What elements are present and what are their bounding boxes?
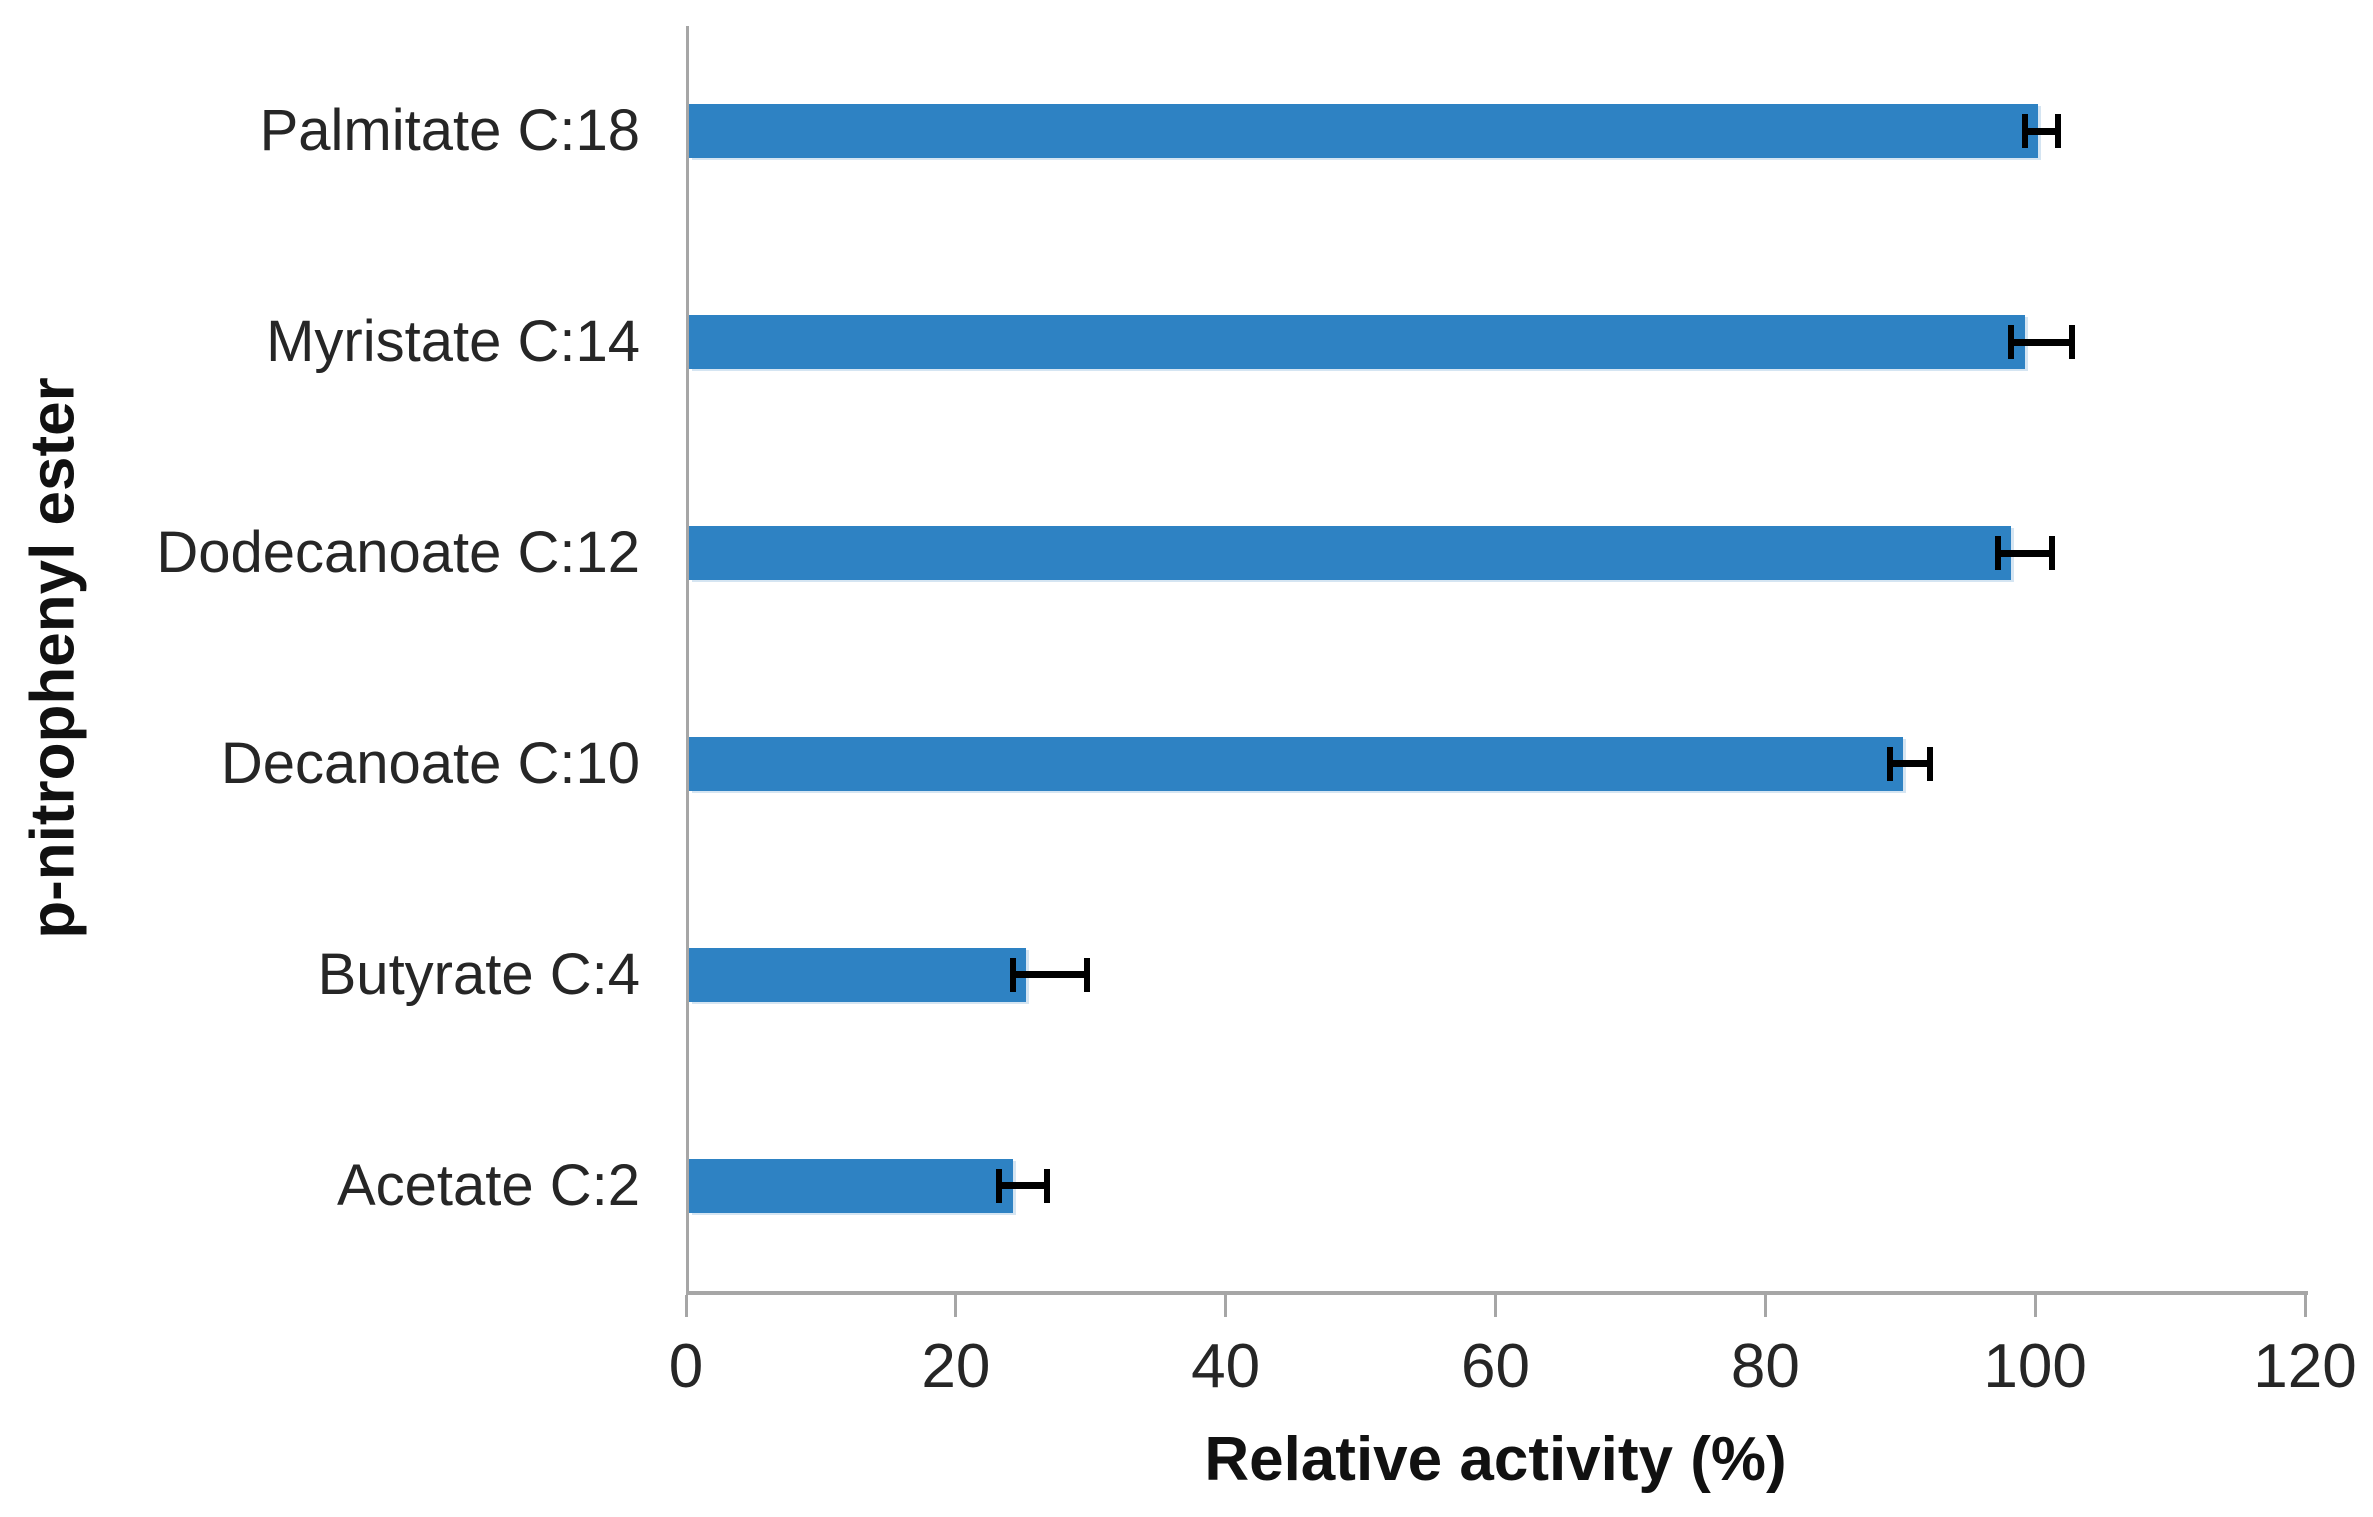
error-bar-cap <box>2055 114 2062 149</box>
error-bar-cap <box>1084 957 1090 992</box>
error-bar-cap <box>1886 746 1893 781</box>
category-label: Dodecanoate C:12 <box>156 520 640 586</box>
category-label: Butyrate C:4 <box>317 941 640 1007</box>
error-bar-cap <box>2008 325 2015 360</box>
x-tick-label: 40 <box>1191 1332 1261 1401</box>
error-bar-cap <box>2048 536 2055 571</box>
bar-decanoate-c-10 <box>689 736 1904 791</box>
bar-palmitate-c-18 <box>689 104 2039 159</box>
error-bar-cap <box>1994 536 2001 571</box>
plot-area <box>686 26 2308 1295</box>
category-label: Decanoate C:10 <box>220 730 640 796</box>
x-tick-label: 100 <box>1983 1332 2087 1401</box>
x-tick-mark <box>954 1295 958 1317</box>
x-tick-label: 80 <box>1730 1332 1800 1401</box>
error-bar <box>2024 127 2059 135</box>
bar-acetate-c-2 <box>689 1158 1013 1213</box>
error-bar-cap <box>2068 325 2075 360</box>
error-bar <box>999 1182 1047 1190</box>
category-label: Myristate C:14 <box>266 309 640 375</box>
x-tick-mark <box>2303 1295 2307 1317</box>
error-bar-cap <box>1009 957 1016 992</box>
x-tick-mark <box>1494 1295 1497 1317</box>
x-tick-mark <box>1763 1295 1767 1317</box>
bar-butyrate-c-4 <box>689 947 1027 1002</box>
error-bar-cap <box>996 1168 1003 1203</box>
error-bar <box>2011 338 2072 346</box>
bar-dodecanoate-c-12 <box>689 526 2012 581</box>
error-bar <box>1889 760 1931 768</box>
x-tick-label: 0 <box>668 1332 704 1401</box>
bar-myristate-c-14 <box>689 315 2025 370</box>
x-tick-mark <box>1224 1295 1228 1317</box>
x-tick-label: 120 <box>2253 1332 2357 1401</box>
category-label: Acetate C:2 <box>336 1152 640 1218</box>
x-tick-label: 20 <box>921 1332 991 1401</box>
error-bar <box>1997 549 2052 557</box>
x-tick-mark <box>684 1295 688 1317</box>
error-bar-cap <box>1043 1168 1050 1203</box>
error-bar-cap <box>2021 114 2028 149</box>
x-tick-mark <box>2033 1295 2037 1317</box>
x-axis: 0 20 40 60 80 100 120 <box>669 1295 2357 1435</box>
x-tick-label: 60 <box>1461 1332 1530 1401</box>
error-bar-cap <box>1927 746 1934 781</box>
category-label: Palmitate C:18 <box>259 98 640 164</box>
error-bar <box>1012 971 1087 979</box>
x-axis-title: Relative activity (%) <box>1204 1425 1787 1494</box>
